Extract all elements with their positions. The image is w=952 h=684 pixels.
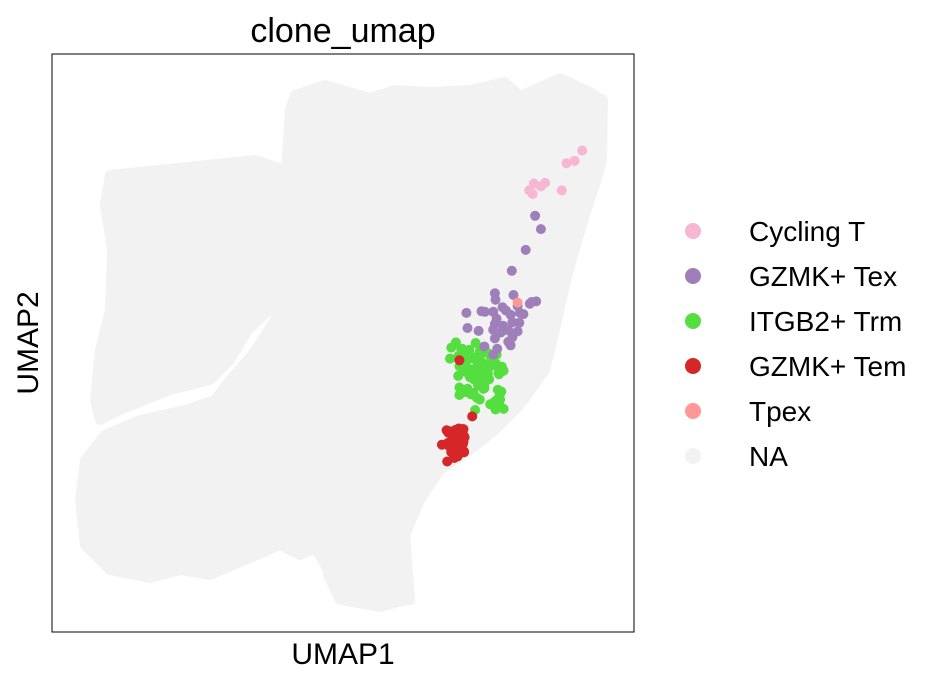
point-itgb2-trm [484,374,495,385]
point-itgb2-trm [498,403,509,414]
point-itgb2-trm [445,353,456,364]
point-gzmk-tex [520,244,531,255]
point-gzmk-tem [451,433,462,444]
legend-item-gzmk-tex: GZMK+ Tex [685,261,897,292]
point-gzmk-tex [495,327,506,338]
legend-item-cycling-t: Cycling T [685,216,865,247]
na-cells-cloud [75,73,608,612]
point-gzmk-tex [490,294,501,305]
point-cycling-t [569,155,580,166]
point-gzmk-tex [461,307,472,318]
point-gzmk-tex [479,341,490,352]
point-gzmk-tex [508,290,519,300]
plot-area [51,53,635,633]
point-gzmk-tex [535,224,546,235]
point-cycling-t [577,145,588,156]
legend-item-gzmk-tem: GZMK+ Tem [685,351,906,382]
point-gzmk-tem [449,443,460,454]
point-gzmk-tem [454,355,465,366]
point-gzmk-tex [530,210,541,221]
legend-label-cycling-t: Cycling T [749,216,865,247]
point-gzmk-tex [524,298,535,309]
point-itgb2-trm [470,354,481,365]
point-tpex [512,297,523,308]
legend-marker-itgb2-trm [685,313,701,329]
point-gzmk-tem [467,411,478,422]
point-itgb2-trm [495,394,506,405]
legend-label-itgb2-trm: ITGB2+ Trm [749,306,902,337]
plot-frame [51,53,635,633]
point-itgb2-trm [456,343,467,354]
point-itgb2-trm [479,381,490,392]
chart-title: clone_umap [250,12,435,50]
point-gzmk-tex [488,324,499,335]
point-itgb2-trm [456,384,467,395]
point-gzmk-tex [518,309,529,320]
point-itgb2-trm [474,365,485,376]
point-gzmk-tem [445,426,456,437]
point-gzmk-tex [476,306,487,317]
points-layer [436,145,588,467]
legend-label-tpex: Tpex [749,396,811,427]
point-itgb2-trm [474,394,485,405]
legend: Cycling T GZMK+ Tex ITGB2+ Trm GZMK+ Tem Tpe… [685,216,906,472]
point-cycling-t [527,188,538,199]
point-itgb2-trm [470,338,481,348]
x-axis-label: UMAP1 [291,638,394,671]
legend-marker-gzmk-tex [685,268,701,284]
legend-item-tpex: Tpex [685,396,811,427]
point-gzmk-tex [506,265,517,276]
legend-label-gzmk-tex: GZMK+ Tex [749,261,897,292]
point-gzmk-tex [488,349,499,360]
legend-marker-na [685,448,701,464]
point-cycling-t [556,185,567,196]
point-cycling-t [561,158,572,169]
point-itgb2-trm [446,342,457,353]
na-region-bottom-tail [323,535,410,612]
point-gzmk-tex [505,309,516,320]
point-itgb2-trm [471,374,482,385]
point-gzmk-tem [452,451,463,462]
legend-item-itgb2-trm: ITGB2+ Trm [685,306,902,337]
point-itgb2-trm [496,386,507,397]
point-gzmk-tem [459,432,470,443]
legend-marker-tpex [685,403,701,419]
legend-label-gzmk-tem: GZMK+ Tem [749,351,906,382]
point-itgb2-trm [489,360,500,370]
legend-marker-gzmk-tem [685,358,701,374]
point-gzmk-tem [436,439,447,450]
y-axis-label: UMAP2 [12,291,45,394]
point-gzmk-tex [514,317,525,328]
point-itgb2-trm [460,361,471,372]
point-gzmk-tex [462,323,473,333]
legend-marker-cycling-t [685,223,701,239]
legend-item-na: NA [685,441,788,472]
point-gzmk-tex [473,325,484,336]
point-itgb2-trm [453,370,464,381]
legend-label-na: NA [749,441,788,472]
point-gzmk-tex [505,340,516,351]
